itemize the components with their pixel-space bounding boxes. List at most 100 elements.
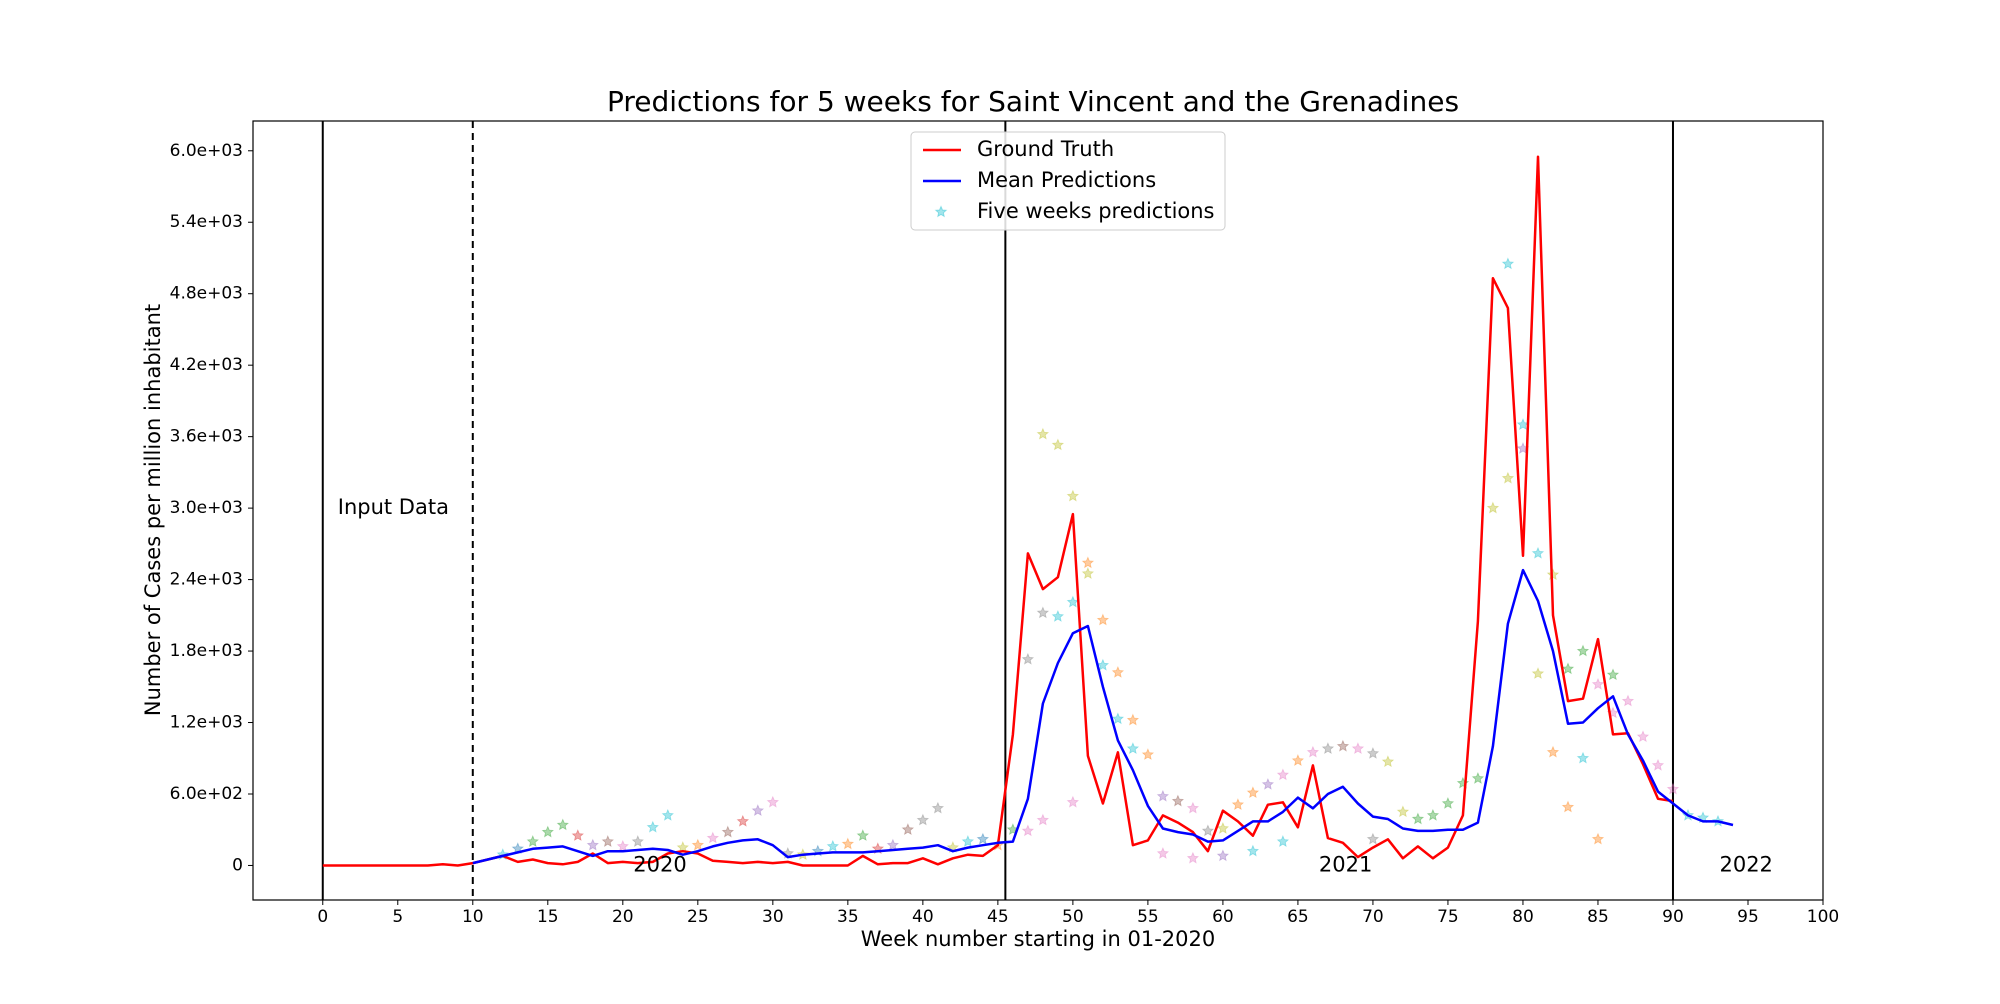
- prediction-star: [1486, 501, 1500, 514]
- prediction-star: [1396, 805, 1410, 818]
- prediction-star: [586, 838, 599, 851]
- x-tick-label: 100: [1807, 907, 1839, 927]
- annotation: 2020: [633, 852, 686, 876]
- plot-area: [321, 121, 1734, 900]
- x-tick-label: 55: [1137, 907, 1159, 927]
- prediction-star: [1501, 257, 1515, 270]
- annotation: 2022: [1719, 852, 1772, 876]
- prediction-star: [1531, 667, 1545, 679]
- y-axis-label: Number of Cases per million inhabitant: [141, 304, 165, 716]
- prediction-star: [706, 831, 720, 844]
- prediction-star: [1591, 677, 1605, 690]
- prediction-star: [691, 838, 705, 851]
- prediction-star: [736, 814, 750, 827]
- prediction-star: [961, 835, 975, 847]
- prediction-star: [616, 839, 629, 852]
- prediction-star: [1036, 427, 1050, 440]
- prediction-star: [1186, 851, 1200, 864]
- x-tick-label: 65: [1287, 907, 1309, 927]
- chart-title: Predictions for 5 weeks for Saint Vincen…: [607, 85, 1459, 118]
- y-tick-label: 2.4e+03: [170, 570, 243, 590]
- prediction-star: [1201, 824, 1215, 837]
- prediction-star: [1021, 652, 1035, 665]
- prediction-star: [1576, 644, 1590, 657]
- prediction-star: [541, 825, 554, 838]
- prediction-star: [1081, 556, 1095, 569]
- x-axis-label: Week number starting in 01-2020: [861, 927, 1215, 951]
- legend-box: [910, 131, 1226, 231]
- prediction-star: [556, 818, 569, 831]
- y-tick-label: 0: [232, 855, 243, 875]
- prediction-star: [841, 837, 855, 850]
- prediction-star: [1156, 846, 1170, 859]
- y-tick-label: 5.4e+03: [170, 212, 243, 232]
- x-tick-label: 60: [1212, 907, 1234, 927]
- prediction-star: [1366, 832, 1380, 845]
- prediction-star: [1126, 713, 1140, 726]
- y-tick-label: 4.8e+03: [170, 284, 243, 304]
- prediction-star: [1441, 796, 1455, 809]
- prediction-star: [1351, 742, 1365, 755]
- prediction-star: [601, 835, 614, 847]
- prediction-star: [1096, 658, 1110, 671]
- y-tick-label: 1.8e+03: [170, 641, 243, 661]
- y-tick-label: 1.2e+03: [170, 713, 243, 733]
- prediction-star: [1186, 801, 1200, 814]
- prediction-star: [1081, 567, 1095, 579]
- prediction-star: [1021, 824, 1035, 837]
- prediction-star: [1471, 771, 1485, 784]
- axes-frame: [252, 120, 1824, 901]
- prediction-star: [571, 829, 584, 841]
- prediction-star: [1561, 800, 1575, 813]
- x-tick-label: 30: [762, 907, 784, 927]
- x-tick-label: 95: [1737, 907, 1759, 927]
- x-tick-label: 45: [987, 907, 1009, 927]
- prediction-star: [646, 820, 659, 833]
- prediction-star: [1066, 795, 1080, 808]
- prediction-star: [1276, 835, 1290, 847]
- prediction-star: [1636, 730, 1650, 743]
- y-tick-label: 3.0e+03: [170, 498, 243, 518]
- prediction-star: [1591, 832, 1605, 845]
- prediction-star: [1546, 745, 1560, 758]
- prediction-star: [766, 795, 780, 808]
- prediction-star: [1216, 849, 1230, 862]
- x-tick-label: 85: [1587, 907, 1609, 927]
- prediction-star: [931, 801, 945, 814]
- prediction-star: [1111, 665, 1125, 678]
- prediction-star: [1051, 609, 1065, 622]
- prediction-star: [1666, 782, 1680, 795]
- prediction-star: [1336, 739, 1350, 752]
- prediction-star: [1531, 546, 1545, 559]
- prediction-star: [751, 804, 765, 816]
- x-tick-label: 20: [612, 907, 634, 927]
- prediction-star: [1036, 813, 1050, 826]
- prediction-star: [826, 839, 840, 852]
- prediction-star: [1291, 754, 1305, 766]
- annotation: Input Data: [338, 495, 449, 519]
- prediction-star: [1096, 613, 1110, 626]
- prediction-star: [631, 835, 644, 847]
- x-tick-label: 90: [1662, 907, 1684, 927]
- prediction-star: [1501, 471, 1515, 484]
- annotation: 2021: [1319, 852, 1372, 876]
- prediction-star: [1261, 777, 1275, 790]
- prediction-star: [886, 838, 900, 851]
- prediction-star: [1036, 606, 1050, 619]
- prediction-star: [1576, 751, 1590, 764]
- y-tick-label: 6.0e+02: [170, 784, 243, 804]
- x-tick-label: 0: [317, 907, 328, 927]
- prediction-star: [1426, 808, 1440, 821]
- x-tick-label: 40: [912, 907, 934, 927]
- prediction-star: [661, 808, 674, 821]
- x-tick-label: 25: [687, 907, 709, 927]
- prediction-star: [916, 813, 930, 826]
- x-tick-label: 80: [1512, 907, 1534, 927]
- prediction-star: [1321, 742, 1335, 755]
- prediction-star: [1606, 668, 1620, 681]
- prediction-star: [1141, 748, 1155, 760]
- prediction-star: [1381, 755, 1395, 768]
- prediction-star: [1561, 662, 1575, 675]
